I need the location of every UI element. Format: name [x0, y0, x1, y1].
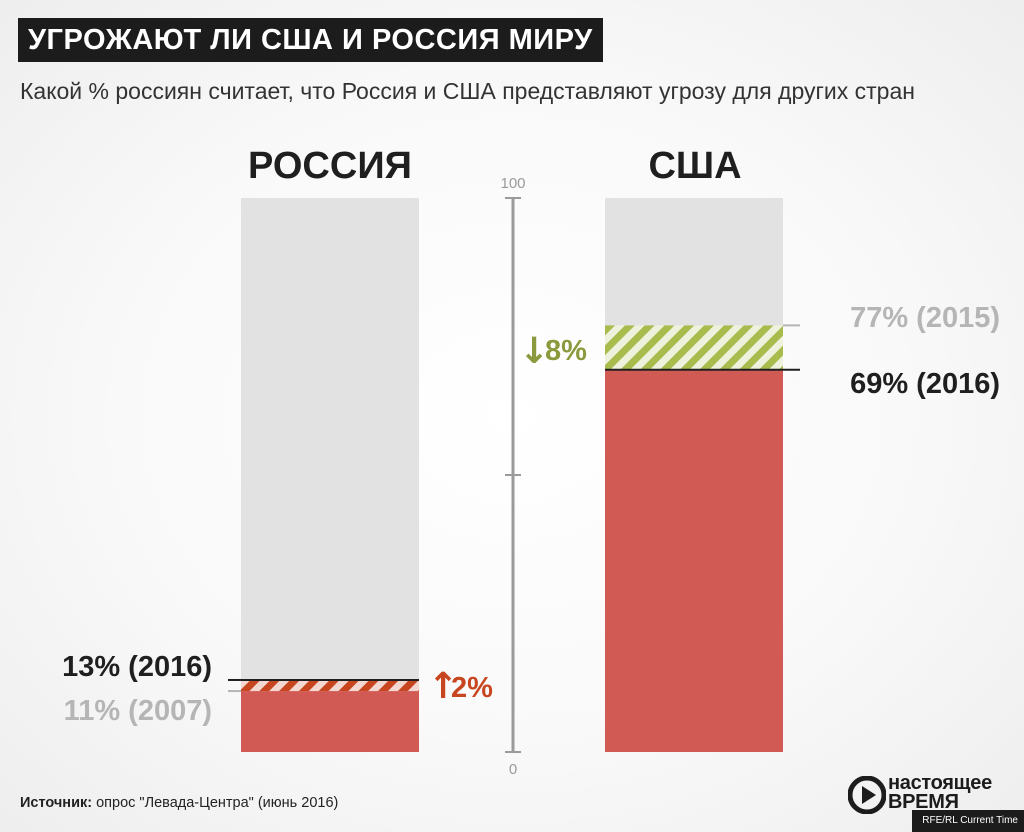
credit-badge: RFE/RL Current Time	[912, 810, 1024, 832]
chart-subtitle: Какой % россиян считает, что Россия и СШ…	[20, 78, 915, 104]
bar-change-band	[241, 679, 419, 692]
change-label-russia: 2%	[451, 672, 493, 704]
data-label-russia-2016: 13% (2016)	[62, 651, 212, 683]
arrow-up-icon: ↑	[428, 666, 458, 707]
logo-line-2: время	[888, 791, 959, 813]
chart-title: УГРОЖАЮТ ЛИ США И РОССИЯ МИРУ	[18, 18, 603, 62]
data-label-russia-2007: 11% (2007)	[64, 695, 212, 727]
bar-change-band	[605, 325, 783, 370]
arrow-down-icon: ↓	[519, 331, 549, 372]
data-label-usa-2016: 69% (2016)	[850, 368, 1000, 400]
source-text: опрос "Левада-Центра" (июнь 2016)	[92, 795, 339, 811]
category-label-usa: США	[648, 145, 742, 187]
logo-line-1: настоящее	[888, 772, 992, 794]
bar-value	[605, 369, 783, 752]
axis-tick-label-min: 0	[509, 761, 517, 778]
play-logo-icon	[848, 776, 886, 814]
brand-logo: настоящее время	[848, 772, 1008, 818]
logo-text: настоящее время	[888, 772, 992, 813]
source-label: Источник:	[20, 795, 93, 811]
change-label-usa: 8%	[545, 335, 587, 367]
axis-tick-label-max: 100	[500, 175, 525, 192]
category-label-russia: РОССИЯ	[248, 145, 412, 187]
data-label-usa-2015: 77% (2015)	[850, 302, 1000, 334]
bar-background	[241, 198, 419, 752]
source-note: Источник: опрос "Левада-Центра" (июнь 20…	[20, 795, 338, 811]
bar-value	[241, 691, 419, 752]
